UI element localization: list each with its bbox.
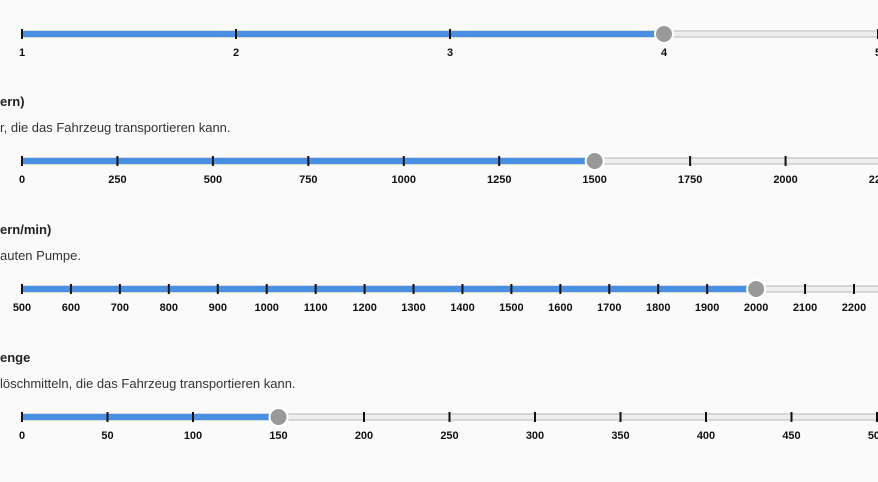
slider-handle[interactable] [746,279,767,299]
slider-handle[interactable] [268,407,289,427]
tick-label: 1100 [304,302,328,314]
tick-label: 1200 [352,302,376,314]
tick-label: 200 [355,430,373,442]
slider-fill [22,286,757,292]
tick-label: 2200 [842,302,866,314]
tick-label: 2000 [744,302,768,314]
tick-label: 450 [782,430,800,442]
tick-label: 1 [19,47,25,59]
tick-label: 750 [299,174,317,186]
tick-label: 50 [101,430,113,442]
tick-label: 2000 [773,174,797,186]
tick-label: 3 [447,47,453,59]
tick-label: 2100 [793,302,817,314]
tick-label: 0 [19,174,25,186]
tick-label: 1500 [582,174,606,186]
tick-label: 1600 [548,302,572,314]
tick-label: 1800 [646,302,670,314]
slider-title: enge [0,350,30,365]
tick-label: 500 [204,174,222,186]
tick-label: 100 [184,430,202,442]
tick-label: 800 [160,302,178,314]
slider-description: löschmitteln, die das Fahrzeug transport… [0,376,296,391]
tick-label: 1000 [392,174,416,186]
slider-description: auten Pumpe. [0,248,81,263]
tick-label: 500 [13,302,31,314]
tick-label: 250 [108,174,126,186]
slider-fill [22,414,279,420]
slider-handle[interactable] [654,24,674,44]
tick-label: 2 [233,47,239,59]
tick-label: 250 [440,430,458,442]
tick-label: 1250 [487,174,511,186]
slider-title: ern/min) [0,222,51,237]
slider-fill [22,31,664,37]
tick-label: 900 [209,302,227,314]
tick-label: 700 [111,302,129,314]
tick-label: 300 [526,430,544,442]
tick-label: 1750 [678,174,702,186]
tick-label: 600 [62,302,80,314]
tick-label: 2250 [869,174,878,186]
tick-label: 5 [875,47,878,59]
slider-description: r, die das Fahrzeug transportieren kann. [0,120,231,135]
tick-label: 1700 [597,302,621,314]
tick-label: 150 [269,430,287,442]
tick-label: 1000 [254,302,278,314]
tick-label: 1900 [695,302,719,314]
slider-title: ern) [0,94,25,109]
tick-label: 1300 [401,302,425,314]
slider-handle[interactable] [584,151,605,171]
tick-label: 0 [19,430,25,442]
tick-label: 500 [868,430,878,442]
tick-label: 1400 [450,302,474,314]
tick-label: 4 [661,47,668,59]
tick-label: 1500 [499,302,523,314]
tick-label: 350 [611,430,629,442]
tick-label: 400 [697,430,715,442]
